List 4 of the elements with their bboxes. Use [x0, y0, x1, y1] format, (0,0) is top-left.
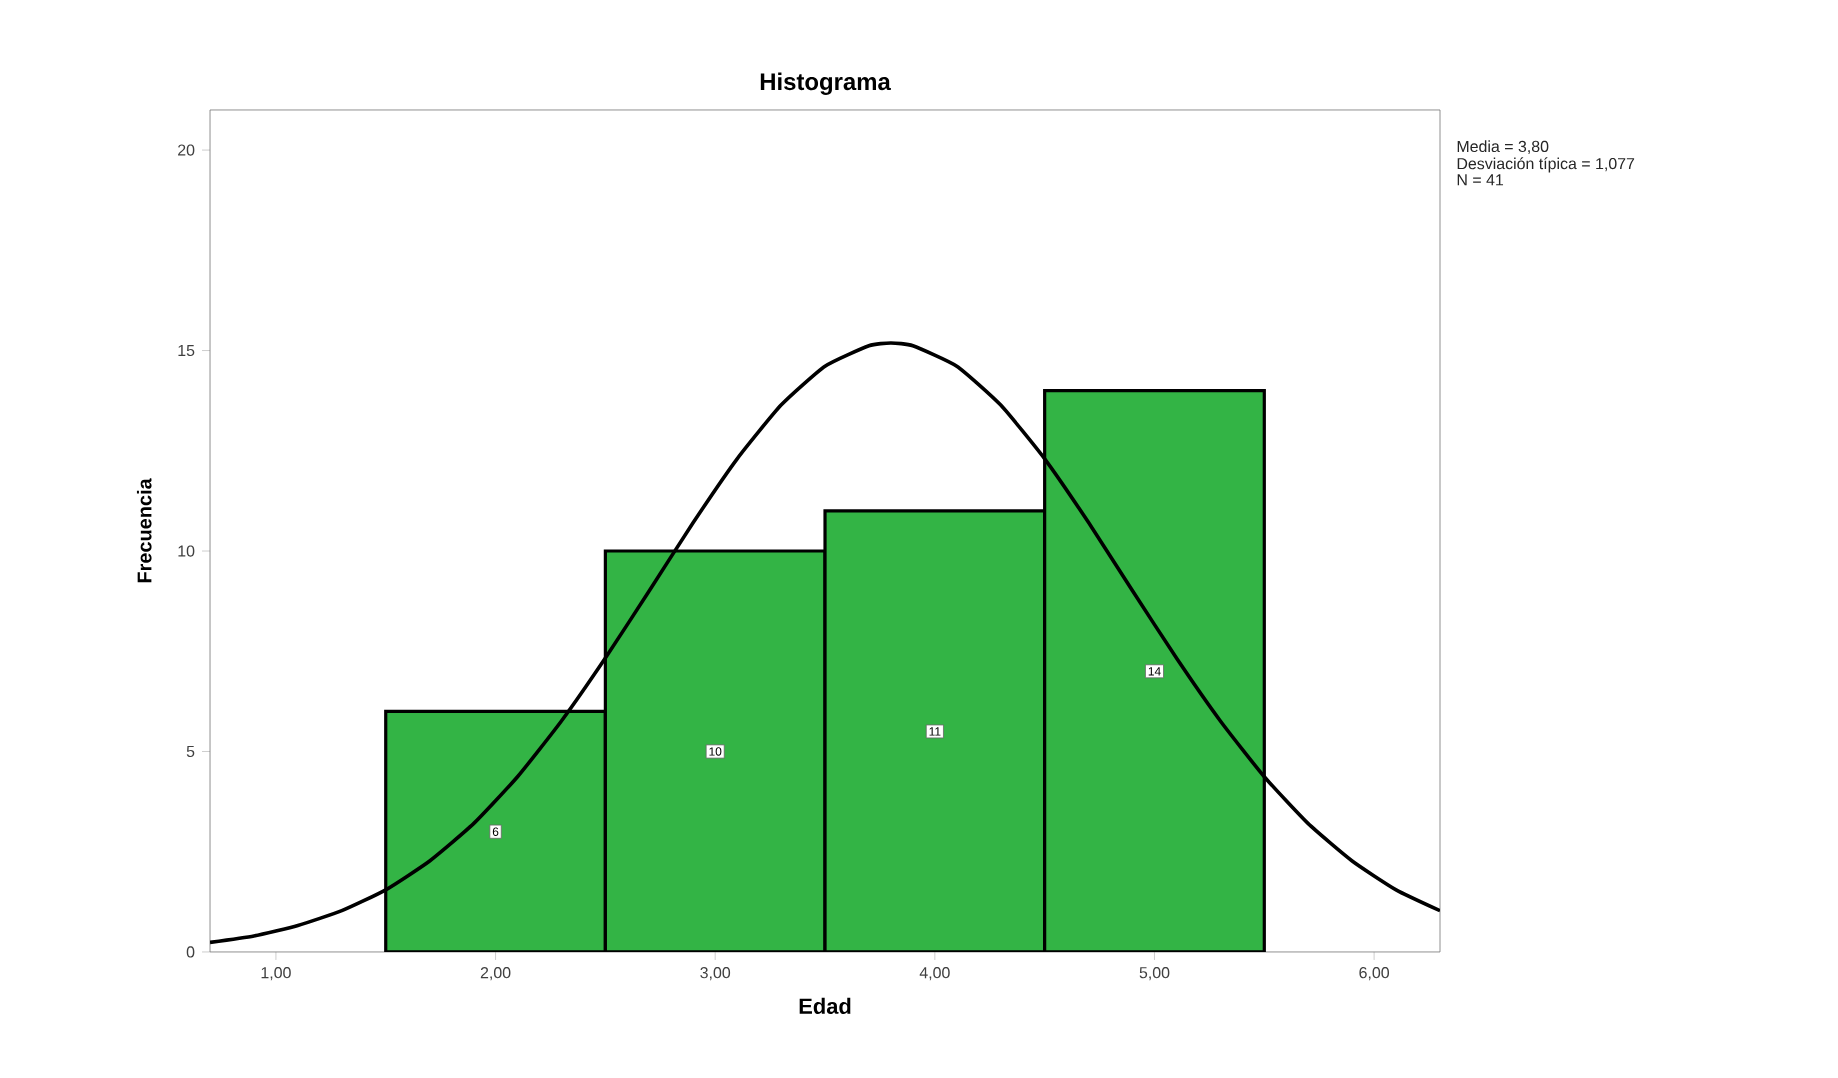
chart-title: Histograma [760, 72, 891, 95]
line-series [210, 341, 1441, 945]
y-axis-title: Frecuencia [136, 478, 152, 583]
x-axis-title: Edad [799, 997, 851, 1014]
